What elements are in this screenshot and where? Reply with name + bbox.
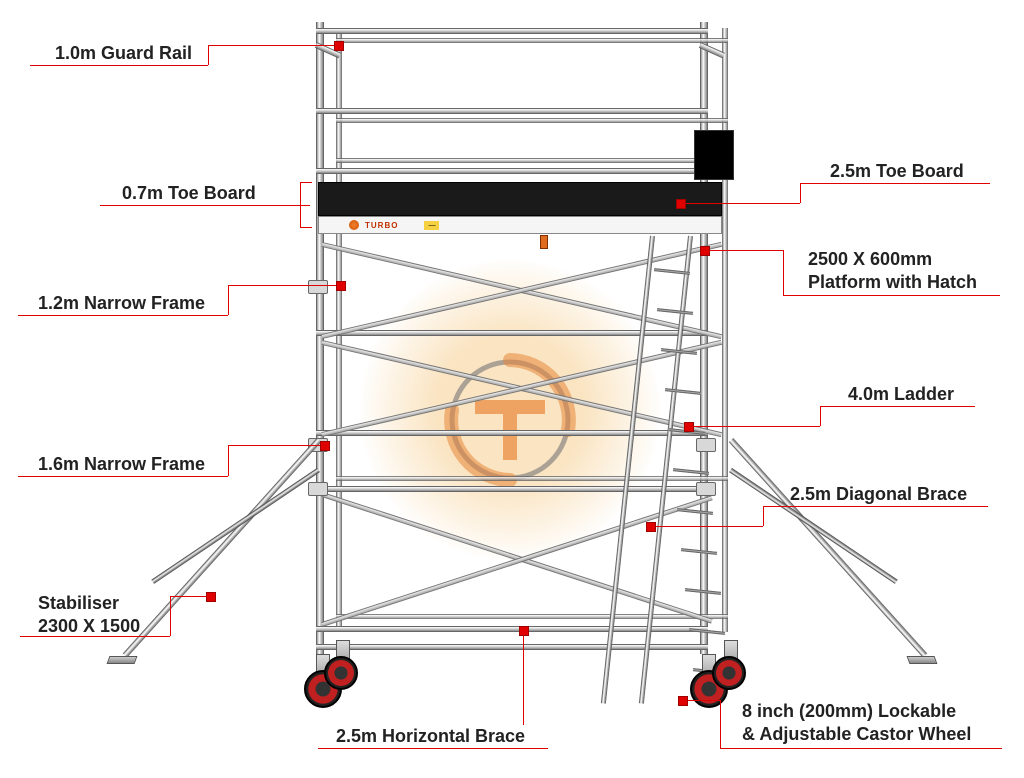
stab-right-foot — [907, 656, 938, 664]
front-right-vertical — [700, 22, 708, 654]
coupler-left-upper — [308, 280, 328, 294]
callout-toe-board-07: 0.7m Toe Board — [122, 182, 256, 205]
leader-toe-board-25-0 — [800, 183, 801, 203]
underline-toe-board-07 — [100, 205, 265, 206]
callout-narrow-frame-12: 1.2m Narrow Frame — [38, 292, 205, 315]
wheel-rear-right — [712, 656, 746, 690]
callout-horizontal-brace: 2.5m Horizontal Brace — [336, 725, 525, 748]
mid-hrail-2 — [316, 430, 708, 436]
guard-rail-mid-rear — [336, 118, 728, 123]
underline-toe-board-25 — [800, 183, 990, 184]
callout-ladder-40: 4.0m Ladder — [848, 383, 954, 406]
underline-guard-rail — [30, 65, 208, 66]
underline-platform-hatch — [783, 295, 1000, 296]
leader-narrow-frame-16-1 — [228, 445, 324, 446]
marker-narrow-frame-16 — [320, 441, 330, 451]
leader-narrow-frame-12-0 — [228, 285, 229, 315]
guard-rail-low-rear — [336, 158, 728, 163]
base-hrail-rear — [336, 614, 728, 619]
platform-warning-label: — — [424, 221, 439, 230]
marker-guard-rail — [334, 41, 344, 51]
toe-board-platform — [318, 182, 722, 216]
underline-castor-wheel — [720, 748, 1002, 749]
underline-horizontal-brace — [318, 748, 548, 749]
callout-castor-wheel: 8 inch (200mm) Lockable & Adjustable Cas… — [742, 700, 971, 747]
callout-narrow-frame-16: 1.6m Narrow Frame — [38, 453, 205, 476]
leader-stabiliser-1 — [170, 596, 210, 597]
marker-toe-board-25 — [676, 199, 686, 209]
accessory-box — [694, 130, 734, 180]
leader-ladder-40-1 — [688, 426, 820, 427]
stab-left-inner — [151, 468, 320, 584]
leader-guard-rail-0 — [208, 45, 209, 65]
guard-rail-top-front — [316, 28, 708, 34]
leader-castor-wheel-0 — [720, 700, 721, 748]
callout-toe-board-25: 2.5m Toe Board — [830, 160, 964, 183]
callout-guard-rail: 1.0m Guard Rail — [55, 42, 192, 65]
platform-brand-text: TURBO — [365, 221, 398, 230]
stab-left-foot — [107, 656, 138, 664]
leader-horizontal-brace-0 — [523, 630, 524, 725]
ladder-rung-2 — [657, 308, 693, 315]
marker-stabiliser — [206, 592, 216, 602]
leader-stabiliser-0 — [170, 596, 171, 636]
leader-diagonal-brace-0 — [763, 506, 764, 526]
underline-ladder-40 — [820, 406, 975, 407]
underline-narrow-frame-16 — [18, 476, 228, 477]
logo-t-icon — [440, 350, 580, 490]
leader-ladder-40-0 — [820, 406, 821, 426]
callout-stabiliser: Stabiliser 2300 X 1500 — [38, 592, 140, 639]
mid-hrail-1 — [316, 330, 708, 336]
leader-narrow-frame-12-1 — [228, 285, 340, 286]
callout-diagonal-brace: 2.5m Diagonal Brace — [790, 483, 967, 506]
marker-platform-hatch — [700, 246, 710, 256]
leader-platform-hatch-1 — [704, 250, 783, 251]
scaffold-diagram: TURBO — — [0, 0, 1024, 778]
stab-right-outer — [729, 438, 928, 658]
leader-toe-board-25-1 — [680, 203, 800, 204]
guard-rail-low-front — [316, 168, 708, 174]
marker-narrow-frame-12 — [336, 281, 346, 291]
leader-diagonal-brace-1 — [650, 526, 763, 527]
hatch-clip — [540, 235, 548, 249]
platform-label-strip: TURBO — — [318, 216, 722, 234]
underline-stabiliser — [20, 636, 170, 637]
leader-platform-hatch-0 — [783, 250, 784, 295]
leader-guard-rail-1 — [208, 45, 338, 46]
marker-diagonal-brace — [646, 522, 656, 532]
underline-narrow-frame-12 — [18, 315, 228, 316]
marker-horizontal-brace — [519, 626, 529, 636]
leader-narrow-frame-16-0 — [228, 445, 229, 476]
underline-diagonal-brace — [763, 506, 988, 507]
coupler-right-mid2 — [696, 482, 716, 496]
mid-hrail-3-rear — [336, 476, 728, 481]
ladder-rung-8 — [681, 548, 717, 555]
wheel-rear-left — [324, 656, 358, 690]
callout-platform-hatch: 2500 X 600mm Platform with Hatch — [808, 248, 977, 295]
coupler-left-mid2 — [308, 482, 328, 496]
guard-rail-mid-front — [316, 108, 708, 114]
coupler-right-mid — [696, 438, 716, 452]
marker-ladder-40 — [684, 422, 694, 432]
bracket-toe-board-07 — [300, 182, 312, 228]
mid-hrail-3 — [316, 486, 708, 492]
guard-rail-top-rear — [336, 38, 728, 43]
brand-roundel-icon — [349, 220, 359, 230]
marker-castor-wheel — [678, 696, 688, 706]
